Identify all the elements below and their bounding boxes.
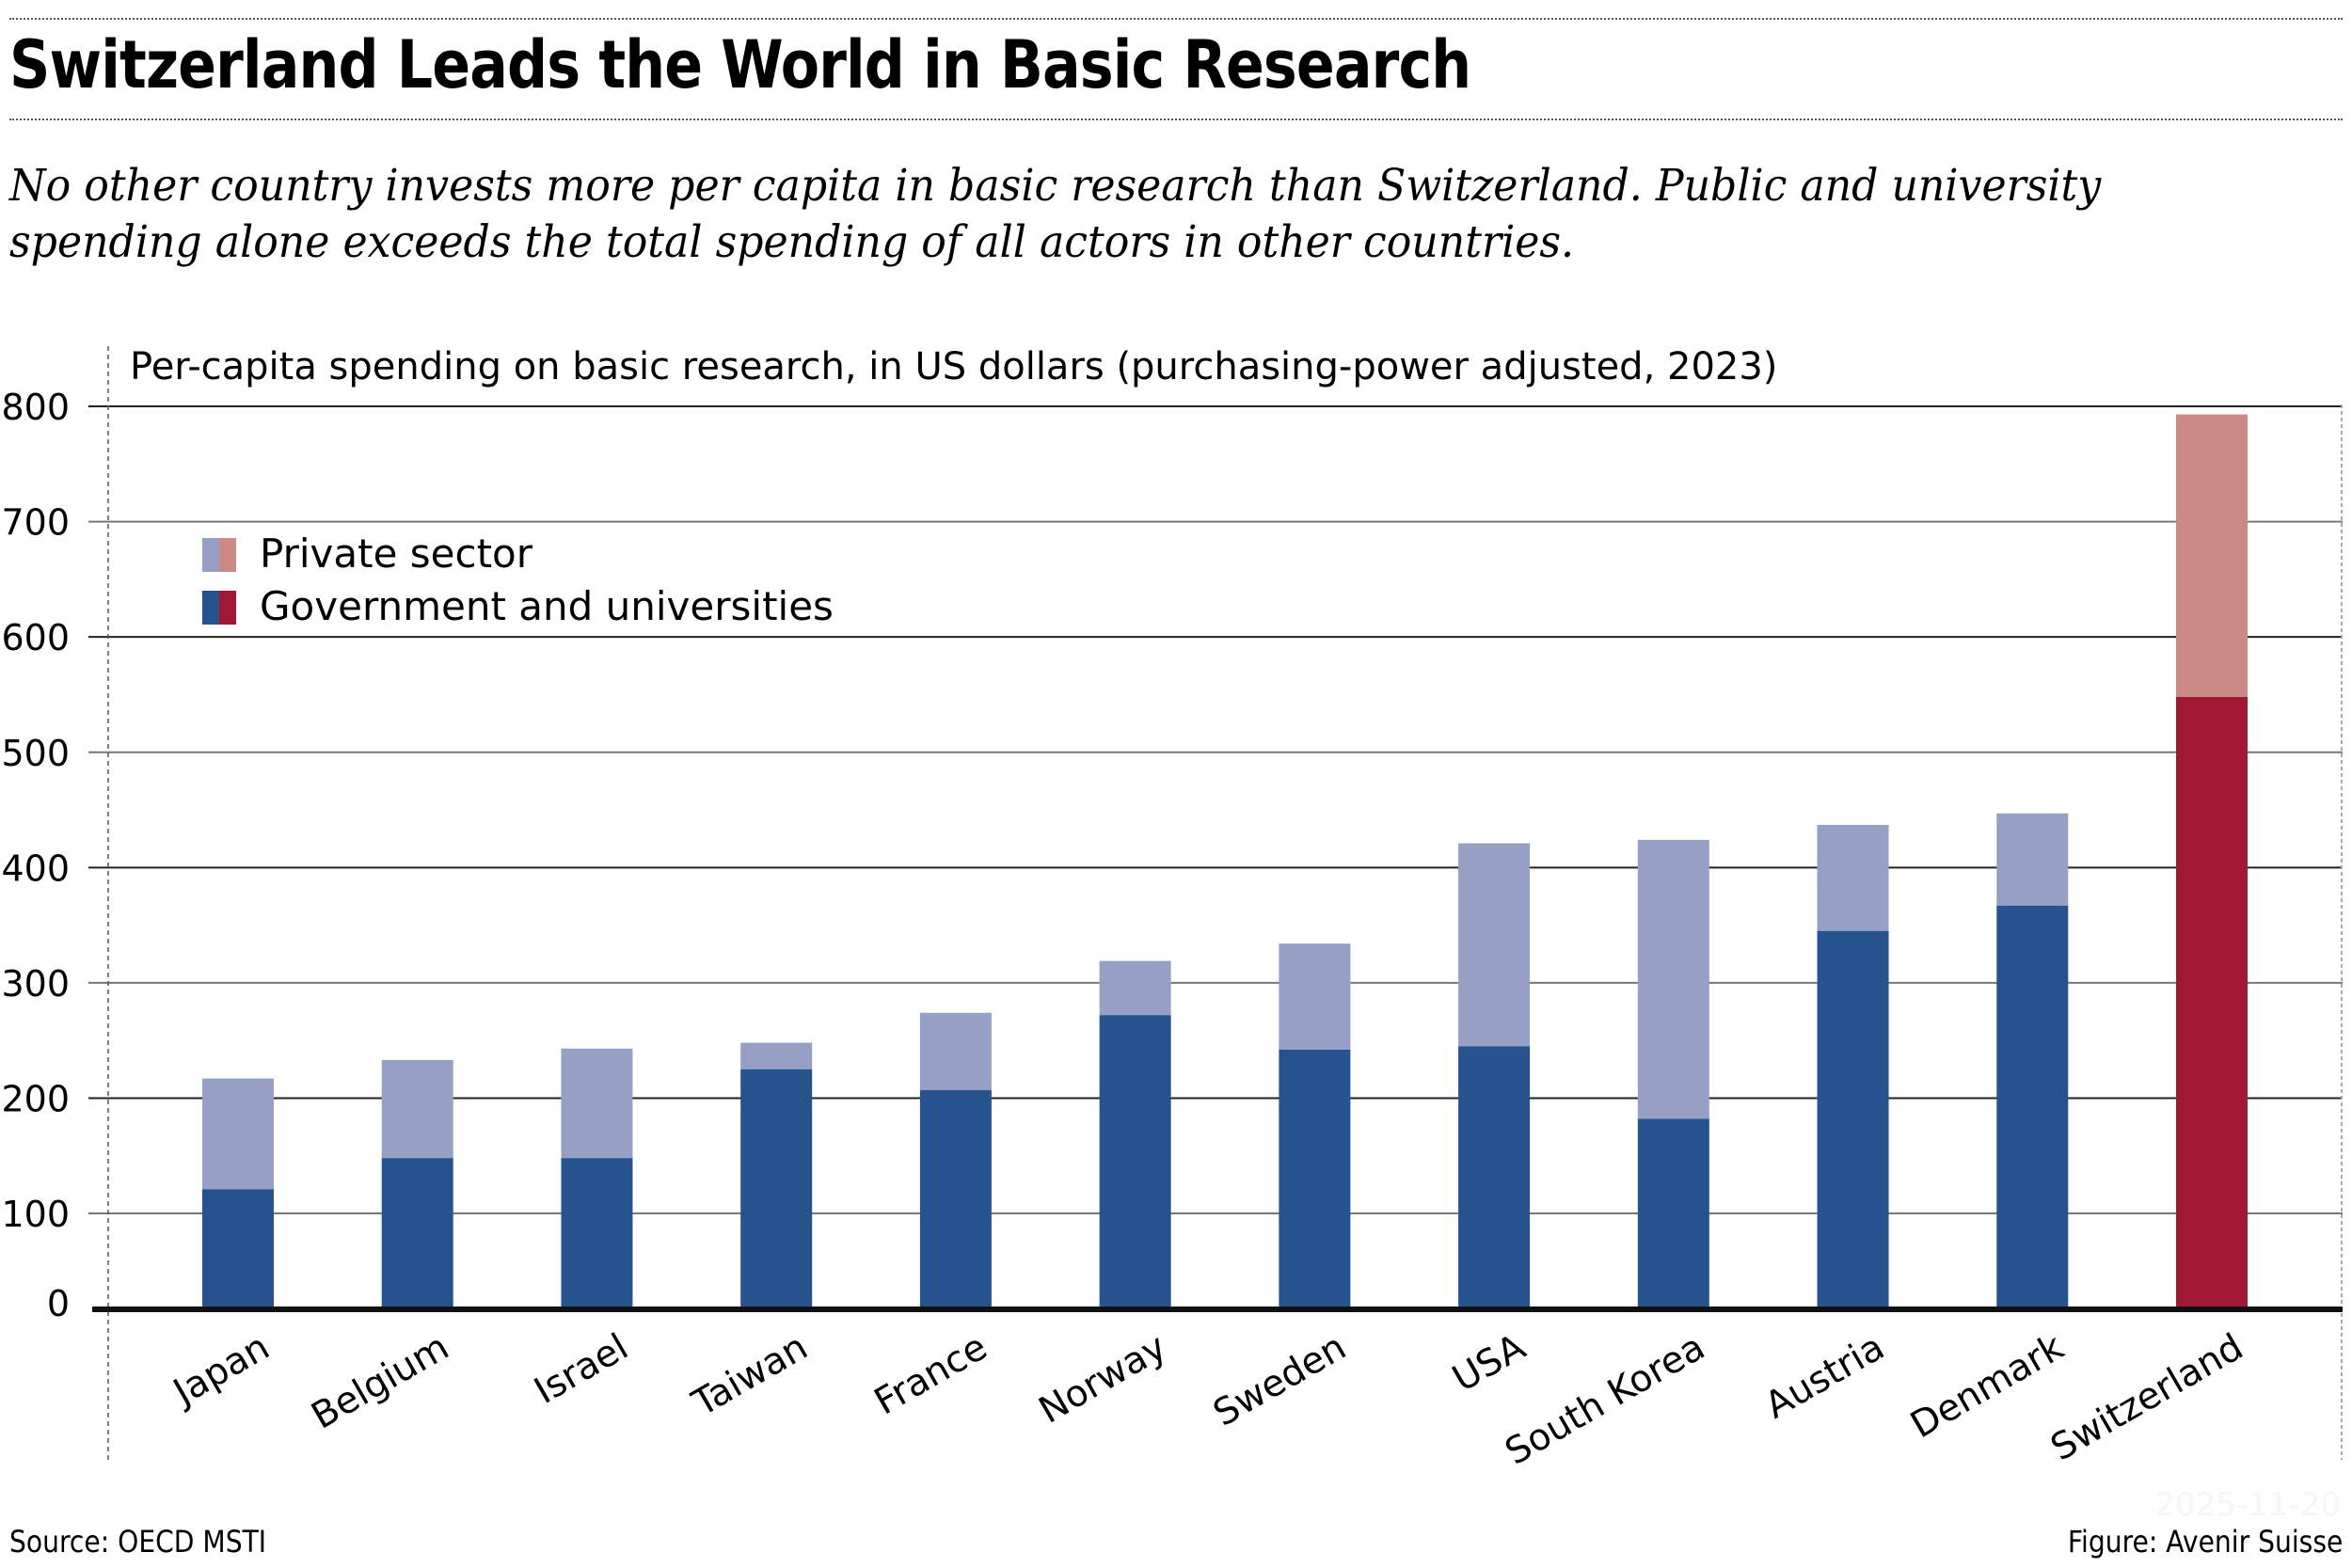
bar-private-sweden: [1279, 943, 1351, 1050]
bar-private-switzerland: [2176, 414, 2248, 697]
chart-title: Switzerland Leads the World in Basic Res…: [9, 26, 1471, 103]
x-tick-labels: Japan Belgium Israel Taiwan France Norway Swed…: [165, 1325, 2250, 1473]
bar-private-taiwan: [740, 1042, 813, 1069]
y-tick-label: 700: [1, 502, 70, 544]
bar-gov-israel: [561, 1158, 633, 1309]
bar-private-denmark: [1996, 813, 2069, 906]
x-tick-label: France: [867, 1326, 994, 1424]
bar-gov-south-korea: [1637, 1118, 1709, 1309]
x-tick-label: Israel: [528, 1326, 636, 1413]
axis-title: Per-capita spending on basic research, i…: [130, 345, 1777, 388]
x-tick-label: Denmark: [1904, 1325, 2072, 1447]
bar-gov-usa: [1458, 1046, 1531, 1309]
bar-private-france: [919, 1012, 992, 1090]
source-note: Source: OECD MSTI: [9, 1524, 267, 1560]
bar-gov-japan: [202, 1189, 274, 1309]
title-rule: [9, 119, 2343, 120]
legend-label-private: Private sector: [260, 531, 533, 577]
legend-label-gov: Government and universities: [260, 583, 834, 629]
bar-gov-switzerland: [2176, 696, 2248, 1309]
top-rule: [9, 18, 2343, 20]
x-tick-label: Japan: [165, 1326, 277, 1416]
bar-private-south-korea: [1637, 839, 1709, 1119]
bar-gov-denmark: [1996, 905, 2069, 1309]
bar-private-usa: [1458, 843, 1531, 1047]
bar-gov-france: [919, 1089, 992, 1309]
date-watermark: 2025-11-20: [2154, 1486, 2341, 1524]
y-tick-label: 600: [1, 617, 70, 658]
x-tick-label: Austria: [1758, 1326, 1892, 1428]
bar-gov-austria: [1817, 930, 1889, 1309]
x-tick-label: Sweden: [1206, 1326, 1353, 1435]
y-tick-label: 400: [1, 847, 70, 889]
bar-private-norway: [1099, 960, 1171, 1016]
y-tick-label: 300: [1, 963, 70, 1005]
y-tick-label: 200: [1, 1078, 70, 1119]
bar-private-japan: [202, 1078, 274, 1190]
x-tick-label: Norway: [1032, 1326, 1174, 1433]
figure-credit: Figure: Avenir Suisse: [2067, 1524, 2343, 1560]
bar-gov-belgium: [381, 1158, 453, 1309]
x-tick-label: Switzerland: [2043, 1326, 2250, 1470]
y-tick-label: 500: [1, 733, 70, 774]
bar-gov-norway: [1099, 1015, 1171, 1309]
bar-private-israel: [561, 1048, 633, 1159]
bar-private-austria: [1817, 824, 1889, 931]
y-tick-label: 0: [47, 1283, 70, 1324]
legend-swatch-private-blue: [202, 538, 219, 572]
bar-private-belgium: [381, 1060, 453, 1159]
bar-gov-sweden: [1279, 1049, 1351, 1309]
legend: Private sector Government and universiti…: [202, 531, 834, 629]
chart-subtitle: No other country invests more per capita…: [9, 160, 2102, 268]
bars: [202, 414, 2248, 1309]
gridlines: [88, 405, 2343, 1215]
legend-swatch-private-red: [219, 538, 236, 572]
x-tick-label: South Korea: [1499, 1326, 1712, 1474]
legend-swatch-gov-red: [219, 591, 236, 625]
y-tick-label: 100: [1, 1194, 70, 1235]
y-tick-labels: 0 100 200 300 400 500 600 700 800: [1, 387, 70, 1324]
x-tick-label: USA: [1446, 1326, 1534, 1401]
legend-swatch-gov-blue: [202, 591, 219, 625]
bar-gov-taiwan: [740, 1069, 813, 1309]
x-tick-label: Belgium: [305, 1326, 456, 1438]
x-tick-label: Taiwan: [685, 1326, 815, 1426]
y-tick-label: 800: [1, 387, 70, 428]
